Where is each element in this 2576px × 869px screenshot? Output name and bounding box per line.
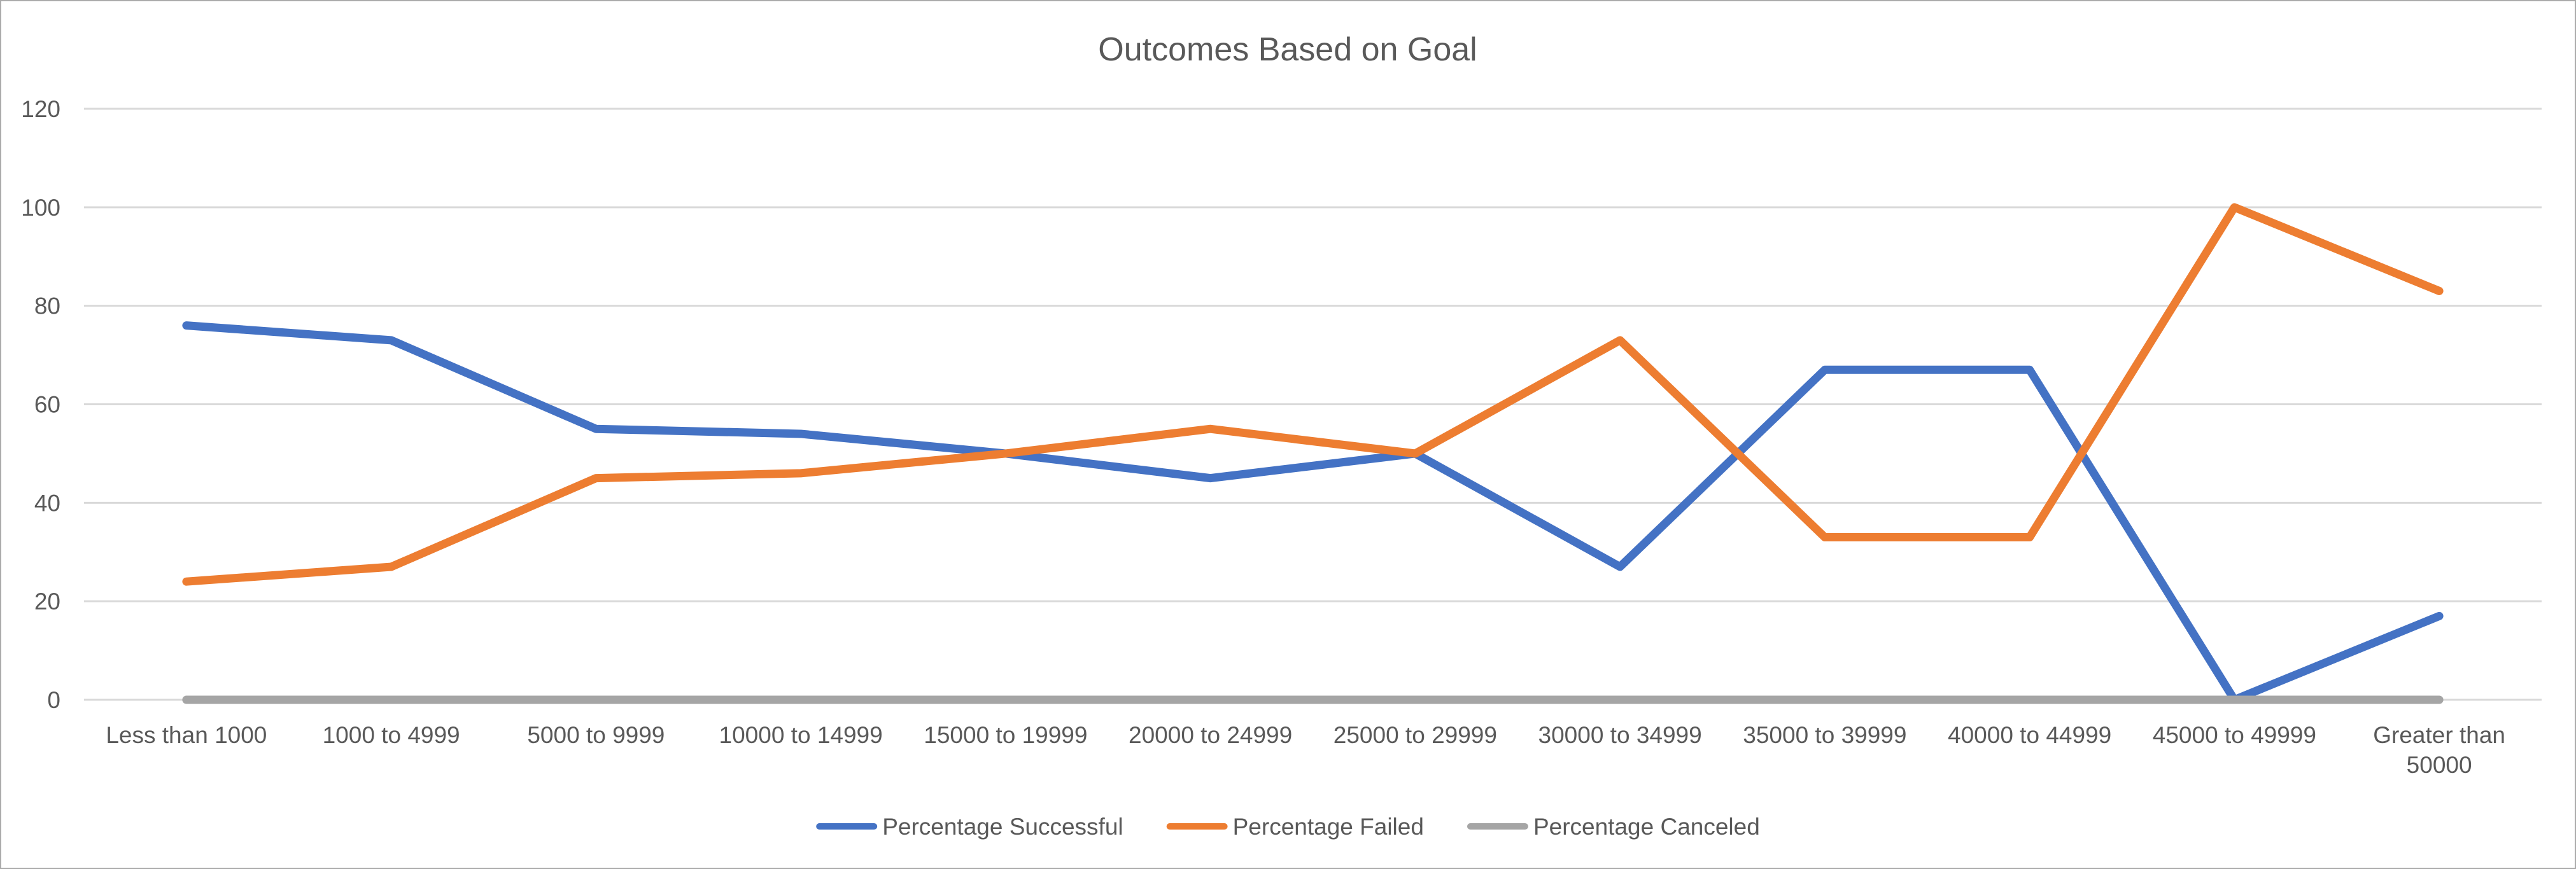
legend-label: Percentage Failed [1233,814,1424,840]
series-line-percentage-failed [182,203,2444,586]
x-axis-label: 5000 to 9999 [527,722,665,748]
x-axis-label: 1000 to 4999 [323,722,460,748]
x-axis-label: 45000 to 49999 [2153,722,2316,748]
y-axis-labels: 0 20 40 60 80 100 120 [21,96,60,713]
x-axis-label: 20000 to 24999 [1129,722,1292,748]
legend-item: Percentage Failed [1166,814,1424,840]
x-axis-label: 25000 to 29999 [1334,722,1497,748]
series-lines [182,203,2444,704]
x-axis-label: 35000 to 39999 [1743,722,1906,748]
chart-title: Outcomes Based on Goal [1098,31,1477,68]
gridlines [84,108,2542,701]
y-axis-label: 0 [47,687,60,713]
x-axis-labels: Less than 1000 1000 to 4999 5000 to 9999 10… [106,722,2505,778]
y-axis-label: 20 [34,588,60,615]
y-axis-label: 120 [21,96,60,122]
series-line-percentage-successful [182,321,2444,704]
x-axis-label: 30000 to 34999 [1538,722,1702,748]
legend-item: Percentage Successful [816,814,1123,840]
y-axis-label: 100 [21,195,60,221]
x-axis-label: 10000 to 14999 [719,722,883,748]
x-axis-label: 40000 to 44999 [1948,722,2111,748]
legend-label: Percentage Canceled [1533,814,1760,840]
y-axis-label: 40 [34,490,60,516]
x-axis-label: Greater than 50000 [2373,722,2505,778]
y-axis-label: 60 [34,392,60,418]
x-axis-label: 15000 to 19999 [924,722,1087,748]
legend: Percentage Successful Percentage Failed Pe… [816,814,1760,840]
legend-label: Percentage Successful [882,814,1123,840]
y-axis-label: 80 [34,293,60,319]
legend-item: Percentage Canceled [1467,814,1760,840]
x-axis-label: Less than 1000 [106,722,267,748]
